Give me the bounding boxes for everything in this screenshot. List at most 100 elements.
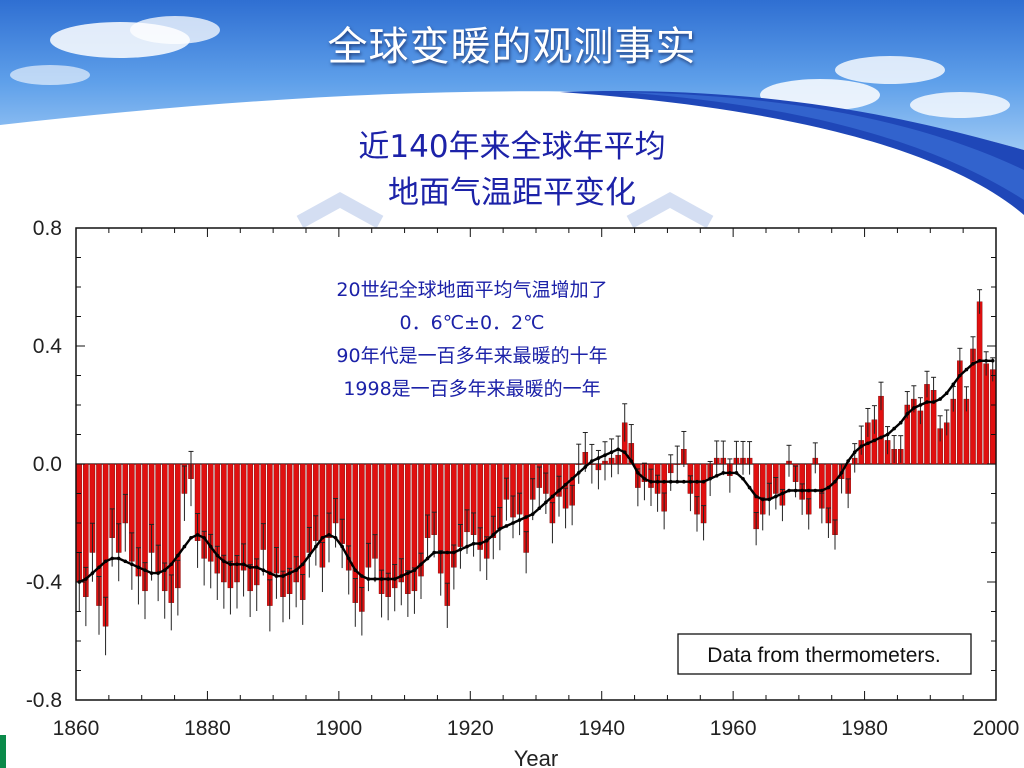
smooth-point-1977: [839, 471, 844, 475]
smooth-point-1910: [399, 574, 404, 578]
cloud: [10, 65, 90, 85]
smooth-point-1946: [636, 471, 640, 475]
smooth-point-1944: [622, 450, 627, 455]
smooth-point-1933: [550, 494, 555, 499]
smooth-point-1911: [406, 571, 410, 575]
smooth-point-1996: [964, 367, 969, 372]
smooth-point-1875: [169, 562, 174, 567]
smooth-point-1873: [156, 571, 160, 575]
smooth-point-1980: [859, 444, 864, 449]
smooth-point-1932: [544, 500, 548, 505]
smooth-point-1900: [333, 535, 338, 540]
x-tick-label-1920: 1920: [447, 717, 494, 740]
smooth-point-1989: [918, 403, 923, 407]
smooth-point-1964: [754, 494, 758, 499]
smooth-point-1889: [261, 568, 266, 572]
smooth-point-1921: [471, 541, 476, 546]
smooth-point-1998: [977, 358, 982, 363]
smoothed-points-group: [77, 358, 995, 584]
smooth-point-1925: [498, 527, 502, 531]
smooth-point-1988: [912, 406, 916, 410]
smooth-point-1968: [780, 491, 785, 496]
smooth-point-1868: [123, 559, 128, 564]
smooth-point-1902: [346, 556, 351, 561]
bar-2000: [989, 369, 996, 465]
smooth-point-1947: [642, 476, 647, 481]
smooth-point-1936: [570, 476, 574, 481]
x-axis-title: Year: [514, 746, 558, 768]
smooth-point-1997: [971, 361, 975, 366]
smooth-point-1863: [90, 571, 95, 575]
smooth-point-1935: [563, 482, 568, 487]
smooth-point-1894: [294, 568, 298, 572]
smooth-point-1899: [327, 533, 331, 537]
smooth-point-1967: [774, 494, 778, 499]
smooth-point-1883: [222, 559, 226, 564]
smooth-point-1880: [202, 535, 206, 540]
smooth-point-1951: [668, 479, 673, 484]
cloud: [835, 56, 945, 84]
smooth-point-1945: [629, 459, 634, 463]
smooth-point-1892: [281, 574, 285, 578]
smooth-point-1917: [445, 550, 450, 555]
smooth-point-1903: [353, 568, 358, 572]
subtitle-line-1: 近140年来全球年平均: [358, 129, 666, 165]
smooth-point-1908: [386, 577, 390, 581]
bar-1999: [983, 363, 989, 465]
x-tick-label-1960: 1960: [710, 717, 757, 740]
smooth-point-1877: [182, 544, 187, 549]
slide-title: 全球变暖的观测事实: [327, 24, 697, 70]
smooth-point-1912: [412, 568, 417, 572]
smooth-point-1886: [241, 562, 246, 567]
sky-banner: [0, 0, 1024, 229]
cloud: [130, 16, 220, 44]
smooth-point-1939: [590, 459, 594, 463]
smooth-point-1960: [728, 471, 732, 475]
smooth-point-1906: [373, 577, 377, 581]
smooth-point-1972: [806, 488, 811, 493]
smooth-point-1888: [254, 565, 259, 570]
smooth-point-1965: [760, 497, 765, 502]
smooth-point-1978: [846, 459, 850, 463]
smooth-point-1866: [110, 556, 114, 561]
smooth-point-1966: [767, 497, 772, 502]
smooth-point-1914: [425, 556, 430, 561]
smooth-point-1937: [576, 471, 581, 475]
smooth-point-1985: [892, 426, 896, 431]
blue-swoosh-inner: [620, 92, 1024, 200]
smooth-point-1950: [662, 479, 666, 484]
smooth-point-1983: [879, 435, 883, 440]
smooth-point-1930: [530, 512, 535, 516]
smooth-point-1956: [701, 479, 706, 484]
annotation-line-4: 1998是一百多年来最暖的一年: [343, 378, 600, 400]
annotation-block: 20世纪全球地面平均气温增加了 0．6℃±0．2℃ 90年代是一百多年来最暖的十…: [336, 279, 607, 400]
smooth-point-1862: [84, 577, 88, 581]
smooth-point-1943: [616, 447, 620, 452]
smooth-point-1992: [938, 397, 942, 401]
slide-header: [0, 0, 1024, 230]
smooth-point-1928: [517, 518, 522, 522]
smooth-point-1915: [432, 550, 436, 555]
smooth-point-1904: [360, 574, 364, 578]
bar-1998: [976, 301, 983, 465]
smooth-point-1907: [379, 577, 384, 581]
smooth-point-1864: [97, 565, 101, 570]
y-tick-label-0.8: 0.8: [33, 217, 62, 240]
smooth-point-1882: [215, 553, 220, 558]
smooth-point-1922: [478, 541, 482, 546]
smooth-point-1890: [268, 571, 272, 575]
smooth-point-1938: [583, 465, 588, 469]
smooth-point-1927: [511, 521, 515, 525]
smooth-point-1884: [228, 562, 233, 567]
smooth-point-1971: [800, 488, 804, 493]
smooth-point-1957: [708, 476, 712, 481]
x-tick-label-1980: 1980: [841, 717, 888, 740]
smooth-point-1918: [452, 550, 456, 555]
smooth-point-1986: [898, 420, 903, 425]
x-tick-label-1860: 1860: [53, 717, 100, 740]
smooth-point-1923: [484, 538, 489, 543]
y-tick-label--0.4: -0.4: [26, 571, 63, 594]
smooth-point-1896: [307, 553, 312, 558]
annotation-line-2: 0．6℃±0．2℃: [400, 312, 545, 334]
